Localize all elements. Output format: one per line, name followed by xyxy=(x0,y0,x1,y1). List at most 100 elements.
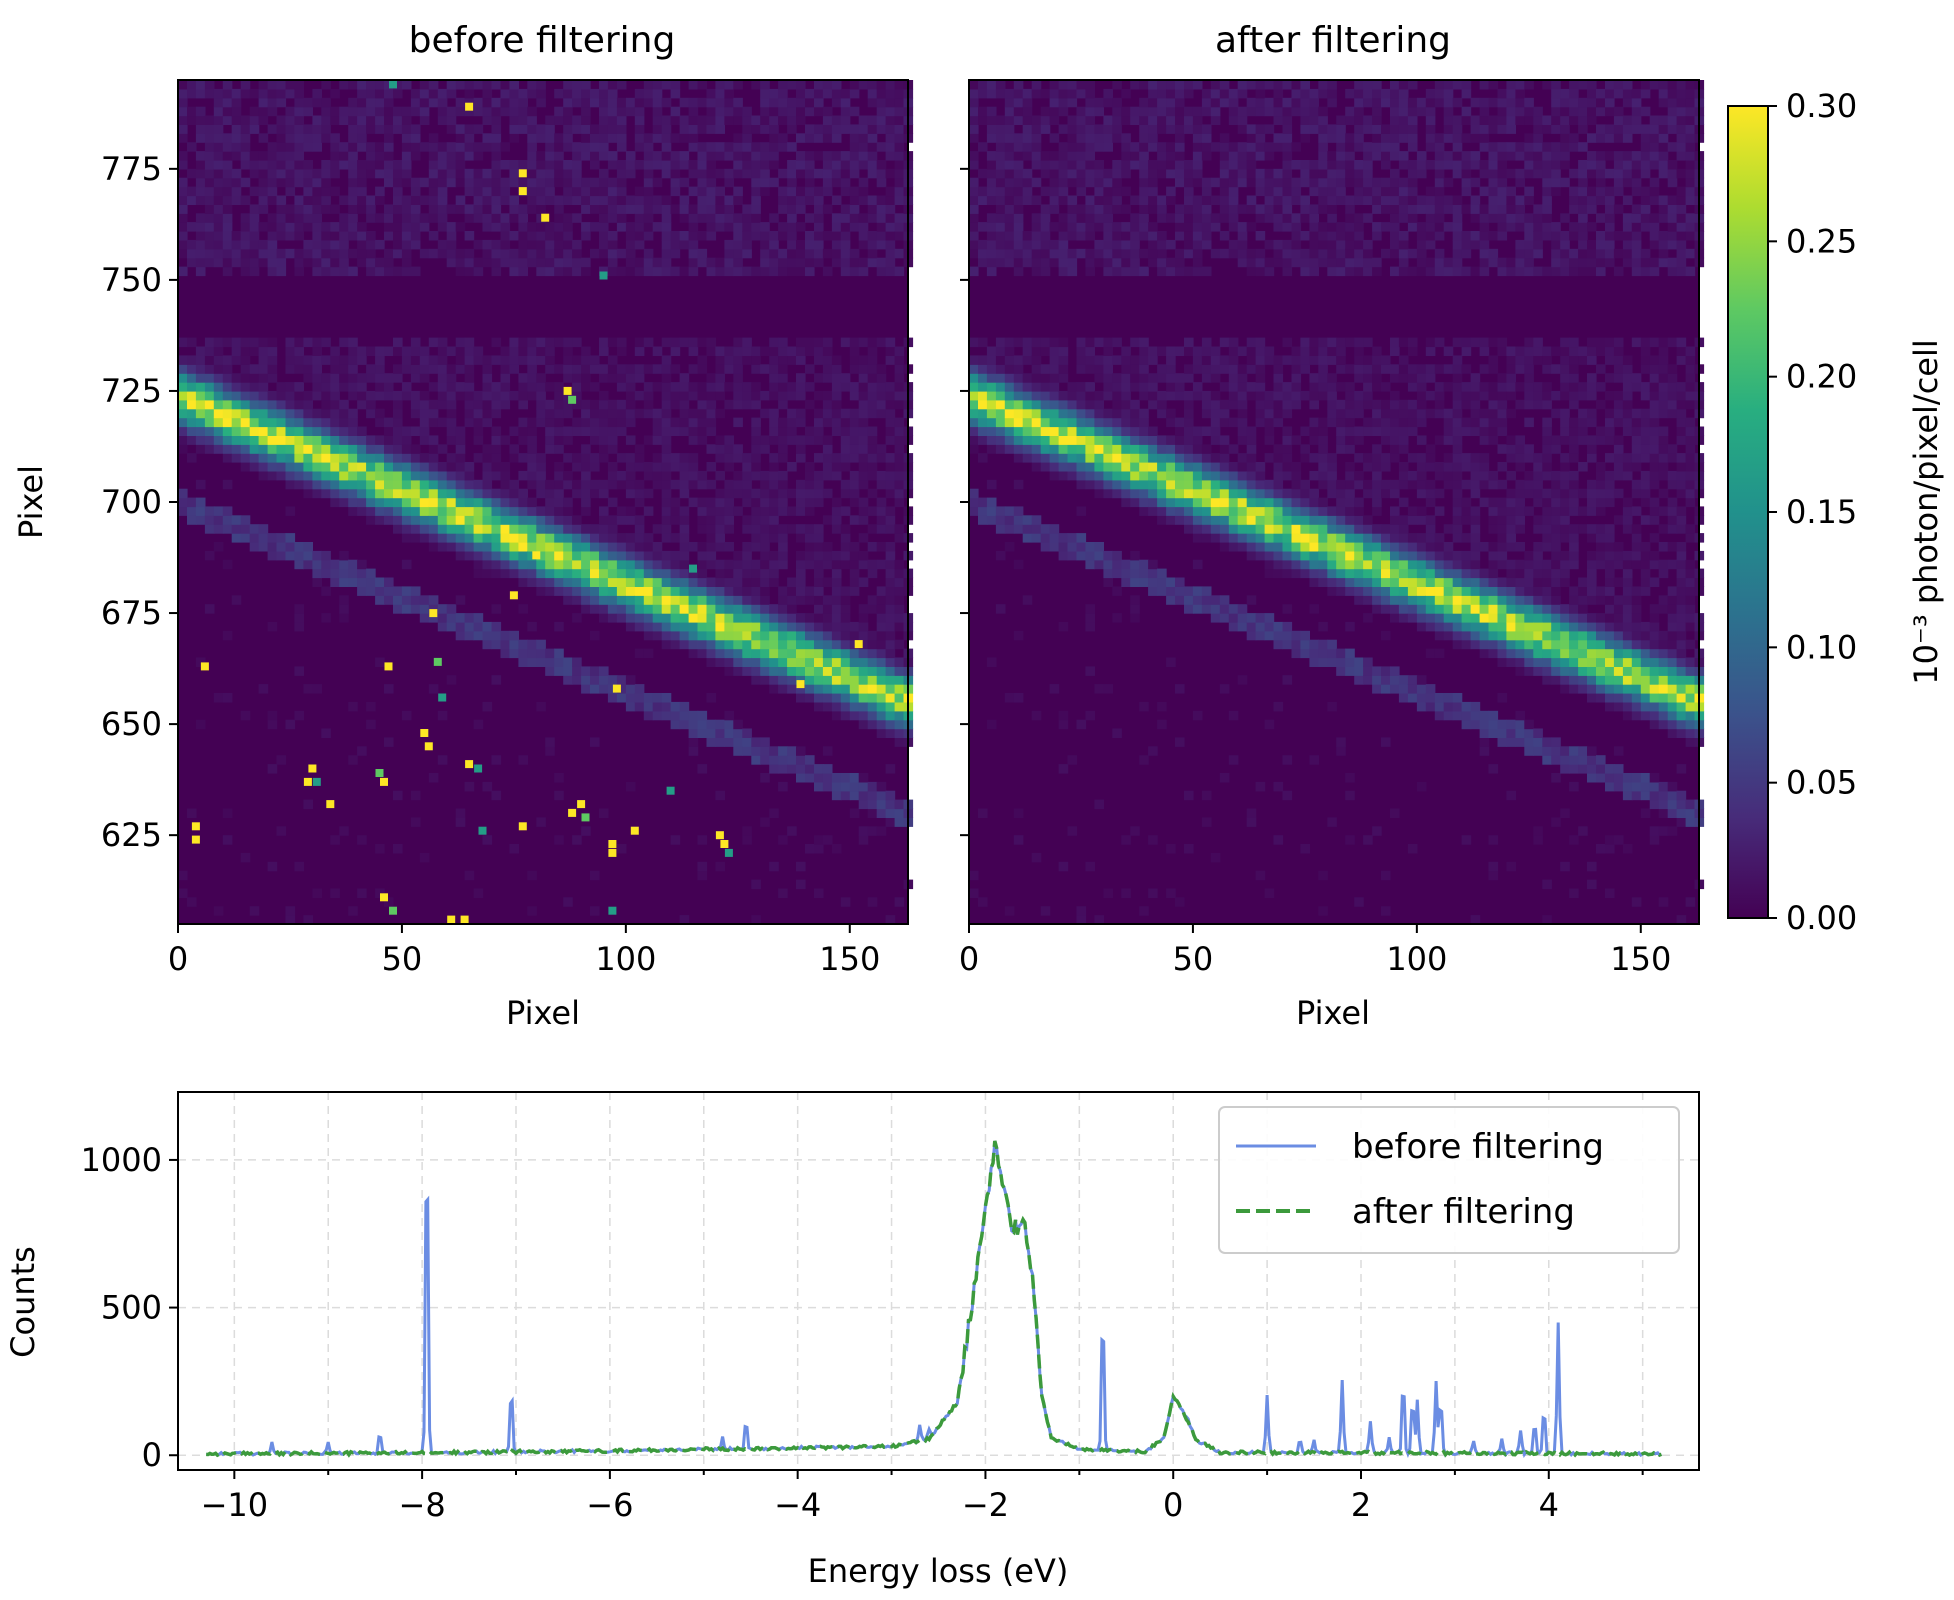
heatmap-cell xyxy=(1112,568,1122,579)
heatmap-cell xyxy=(742,666,752,676)
heatmap-cell xyxy=(1058,861,1069,872)
heatmap-cell xyxy=(240,266,251,277)
heatmap-cell xyxy=(796,746,806,756)
heatmap-cell xyxy=(778,373,788,383)
heatmap-cell xyxy=(375,408,385,419)
outlier-spot xyxy=(608,840,617,848)
heatmap-cell xyxy=(195,177,206,188)
heatmap-cell xyxy=(986,151,997,161)
heatmap-cell xyxy=(178,222,188,232)
heatmap-cell xyxy=(348,479,358,490)
heatmap-cell xyxy=(536,177,546,188)
heatmap-cell xyxy=(1201,479,1212,490)
heatmap-cell xyxy=(1184,488,1194,499)
heatmap-cell xyxy=(867,151,878,161)
heatmap-cell xyxy=(697,231,708,241)
heatmap-cell xyxy=(706,88,717,99)
heatmap-cell xyxy=(554,399,564,410)
heatmap-cell xyxy=(607,515,618,525)
heatmap-cell xyxy=(330,160,340,170)
heatmap-cell xyxy=(679,577,690,587)
heatmap-cell xyxy=(410,213,421,223)
heatmap-cell xyxy=(849,435,860,445)
heatmap-cell xyxy=(858,426,869,436)
heatmap-cell xyxy=(643,382,654,392)
heatmap-cell xyxy=(1049,364,1060,374)
heatmap-cell xyxy=(213,355,224,365)
heatmap-cell xyxy=(1166,168,1176,179)
heatmap-cell xyxy=(706,586,717,596)
heatmap-cell xyxy=(840,488,851,499)
heatmap-cell xyxy=(1219,773,1230,783)
heatmap-cell xyxy=(294,542,304,552)
heatmap-cell xyxy=(204,151,215,161)
heatmap-cell xyxy=(1094,355,1104,365)
heatmap-cell xyxy=(276,435,287,445)
heatmap-cell xyxy=(1058,168,1069,179)
heatmap-cell xyxy=(294,97,304,108)
heatmap-cell xyxy=(1022,239,1033,250)
heatmap-cell xyxy=(482,639,493,650)
heatmap-cell xyxy=(1103,559,1113,570)
heatmap-cell xyxy=(616,399,627,410)
heatmap-cell xyxy=(724,719,734,730)
heatmap-cell xyxy=(643,399,654,410)
heatmap-cell xyxy=(616,426,627,436)
heatmap-cell xyxy=(527,124,537,134)
heatmap-cell xyxy=(1130,115,1140,125)
heatmap-cell xyxy=(581,426,591,436)
heatmap-cell xyxy=(1148,497,1158,508)
heatmap-cell xyxy=(599,133,609,143)
heatmap-cell xyxy=(294,559,304,570)
heatmap-cell xyxy=(805,97,815,108)
heatmap-cell xyxy=(822,542,833,552)
heatmap-cell xyxy=(787,177,797,188)
heatmap-cell xyxy=(1085,97,1095,108)
heatmap-cell xyxy=(858,453,869,463)
heatmap-cell xyxy=(760,222,770,232)
heatmap-cell xyxy=(849,684,860,694)
heatmap-cell xyxy=(276,204,287,214)
heatmap-cell xyxy=(536,550,546,561)
heatmap-cell xyxy=(643,80,654,90)
heatmap-cell xyxy=(796,488,806,499)
heatmap-cell xyxy=(652,470,663,481)
heatmap-cell xyxy=(1148,462,1158,472)
heatmap-cell xyxy=(796,186,806,197)
heatmap-cell xyxy=(822,408,833,419)
heatmap-cell xyxy=(1210,390,1221,401)
heatmap-cell xyxy=(1166,346,1176,356)
heatmap-cell xyxy=(393,586,403,596)
heatmap-cell xyxy=(1228,399,1239,410)
heatmap-cell xyxy=(1112,408,1122,419)
heatmap-cell xyxy=(509,115,519,125)
heatmap-cell xyxy=(554,160,564,170)
heatmap-cell xyxy=(978,168,988,179)
heatmap-cell xyxy=(1031,133,1042,143)
heatmap-cell xyxy=(643,470,654,481)
heatmap-cell xyxy=(545,550,555,561)
heatmap-cell xyxy=(500,97,511,108)
heatmap-cell xyxy=(1094,453,1104,463)
heatmap-cell xyxy=(428,133,439,143)
heatmap-cell xyxy=(885,239,896,250)
heatmap-cell xyxy=(1040,186,1051,197)
heatmap-cell xyxy=(661,559,672,570)
heatmap-cell xyxy=(697,426,708,436)
heatmap-cell xyxy=(1094,479,1104,490)
heatmap-cell xyxy=(751,168,761,179)
heatmap-cell xyxy=(787,346,797,356)
heatmap-cell xyxy=(1130,373,1140,383)
heatmap-cell xyxy=(357,177,367,188)
heatmap-cell xyxy=(464,80,475,90)
heatmap-cell xyxy=(1031,239,1042,250)
heatmap-cell xyxy=(1058,710,1069,721)
heatmap-cell xyxy=(599,239,609,250)
heatmap-cell xyxy=(1166,106,1176,117)
heatmap-cell xyxy=(1157,586,1167,596)
heatmap-cell xyxy=(607,479,618,490)
heatmap-cell xyxy=(986,239,997,250)
heatmap-cell xyxy=(1166,586,1176,596)
heatmap-cell xyxy=(769,364,779,374)
heatmap-cell xyxy=(616,168,627,179)
